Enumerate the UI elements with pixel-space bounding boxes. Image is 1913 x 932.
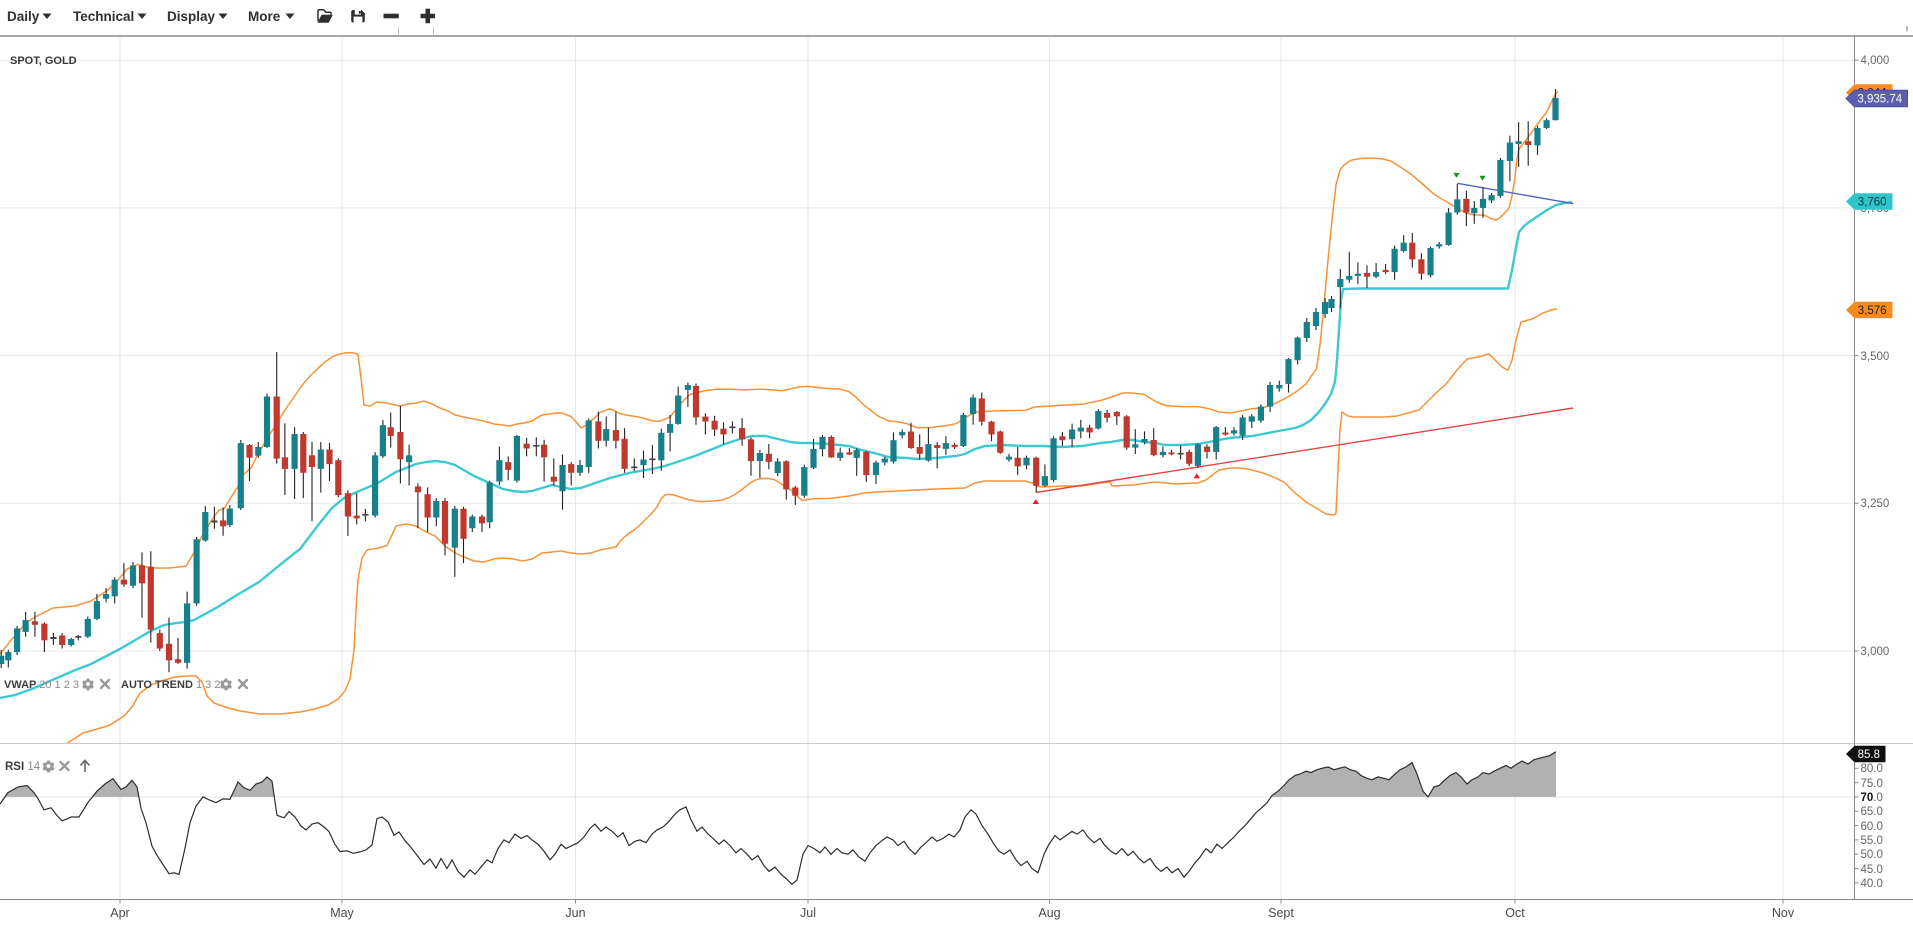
svg-text:3,250: 3,250: [1861, 498, 1890, 510]
svg-text:Daily: Daily: [7, 9, 40, 24]
svg-text:Apr: Apr: [110, 906, 129, 920]
svg-text:Nov: Nov: [1772, 906, 1795, 920]
svg-text:3,576: 3,576: [1858, 305, 1887, 317]
svg-text:70.0: 70.0: [1861, 792, 1883, 804]
svg-text:45.0: 45.0: [1861, 864, 1883, 876]
svg-text:65.0: 65.0: [1861, 806, 1883, 818]
svg-text:Aug: Aug: [1038, 906, 1060, 920]
svg-text:80.0: 80.0: [1861, 763, 1883, 775]
svg-text:Display: Display: [167, 9, 216, 24]
svg-text:85.8: 85.8: [1858, 749, 1880, 761]
svg-text:More: More: [248, 9, 281, 24]
svg-text:3,935.74: 3,935.74: [1857, 94, 1902, 106]
svg-text:4,000: 4,000: [1861, 55, 1890, 67]
svg-text:3,500: 3,500: [1861, 351, 1890, 363]
svg-text:SPOT, GOLD: SPOT, GOLD: [10, 55, 77, 67]
svg-text:May: May: [330, 906, 354, 920]
svg-text:40.0: 40.0: [1861, 878, 1883, 890]
svg-text:55.0: 55.0: [1861, 835, 1883, 847]
svg-text:50.0: 50.0: [1861, 849, 1883, 861]
svg-text:Jul: Jul: [800, 906, 816, 920]
svg-text:60.0: 60.0: [1861, 821, 1883, 833]
svg-text:RSI 14: RSI 14: [5, 761, 41, 773]
svg-text:3,760: 3,760: [1858, 197, 1887, 209]
svg-text:3,000: 3,000: [1861, 646, 1890, 658]
svg-text:Jun: Jun: [565, 906, 585, 920]
svg-text:AUTO TREND 1 3 2: AUTO TREND 1 3 2: [121, 679, 220, 691]
svg-text:75.0: 75.0: [1861, 778, 1883, 790]
svg-text:VWAP 20 1 2 3: VWAP 20 1 2 3: [4, 679, 79, 691]
svg-text:Sept: Sept: [1268, 906, 1294, 920]
svg-text:Technical: Technical: [73, 9, 134, 24]
svg-text:Oct: Oct: [1505, 906, 1525, 920]
